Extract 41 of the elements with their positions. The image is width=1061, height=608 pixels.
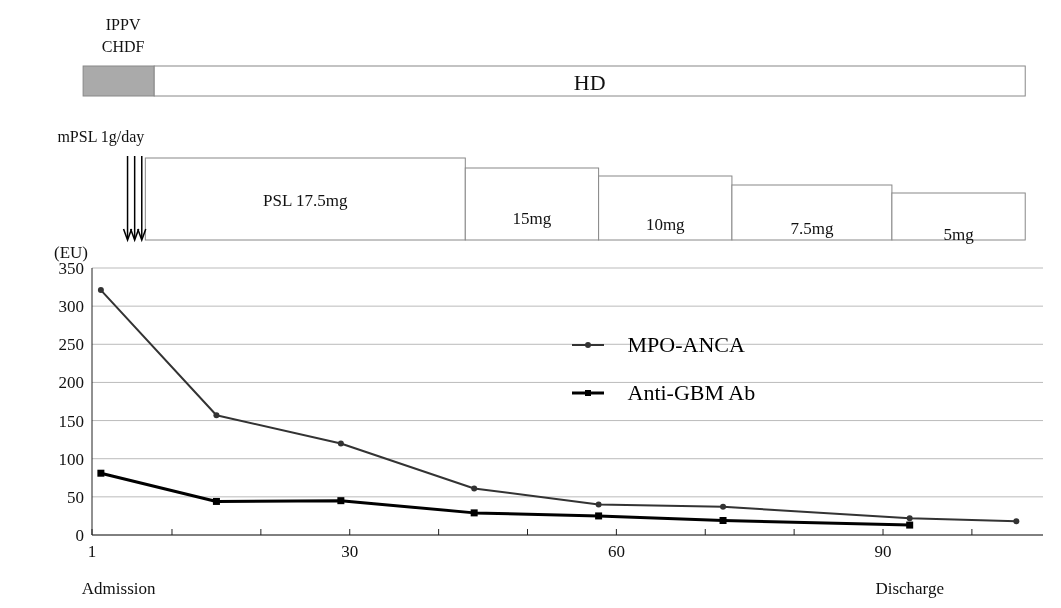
y-tick-label: 0 (75, 526, 84, 546)
point (906, 515, 913, 522)
text: CHDF (101, 38, 145, 55)
x-tick-label: 90 (874, 542, 892, 562)
legend-label: MPO-ANCA (627, 332, 745, 359)
point (212, 497, 220, 505)
x-tick-label: 60 (607, 542, 625, 562)
y-tick-label: 300 (58, 297, 84, 317)
y-tick-label: 150 (58, 411, 84, 431)
point (720, 503, 727, 510)
y-tick-label: 100 (58, 449, 84, 469)
text: 7.5mg (790, 219, 834, 238)
x-tick-label: 1 (87, 542, 97, 562)
text: mPSL 1g/day (57, 128, 145, 146)
text: 10mg (645, 215, 686, 234)
text: PSL 17.5mg (263, 191, 348, 210)
point (337, 497, 345, 505)
point (97, 287, 104, 294)
y-tick-label: 50 (67, 487, 84, 507)
point (595, 512, 603, 520)
text: 5mg (943, 225, 975, 244)
text: HD (573, 70, 606, 95)
point (470, 509, 478, 517)
point (471, 485, 478, 492)
y-tick-label: 250 (58, 335, 84, 355)
point (97, 469, 105, 477)
x-tick-label: 30 (341, 542, 359, 562)
point (213, 412, 220, 419)
point (719, 517, 727, 525)
text: IPPV (105, 16, 141, 33)
text: 15mg (512, 209, 552, 228)
point (337, 440, 344, 447)
y-axis-title: (EU) (54, 243, 88, 262)
legend-label: Anti-GBM Ab (627, 380, 756, 407)
point (1013, 518, 1020, 525)
y-tick-label: 200 (58, 373, 84, 393)
point (595, 501, 602, 508)
text: Discharge (875, 579, 944, 598)
y-tick-label: 350 (58, 259, 84, 279)
point (906, 521, 914, 529)
text: Admission (81, 579, 156, 598)
